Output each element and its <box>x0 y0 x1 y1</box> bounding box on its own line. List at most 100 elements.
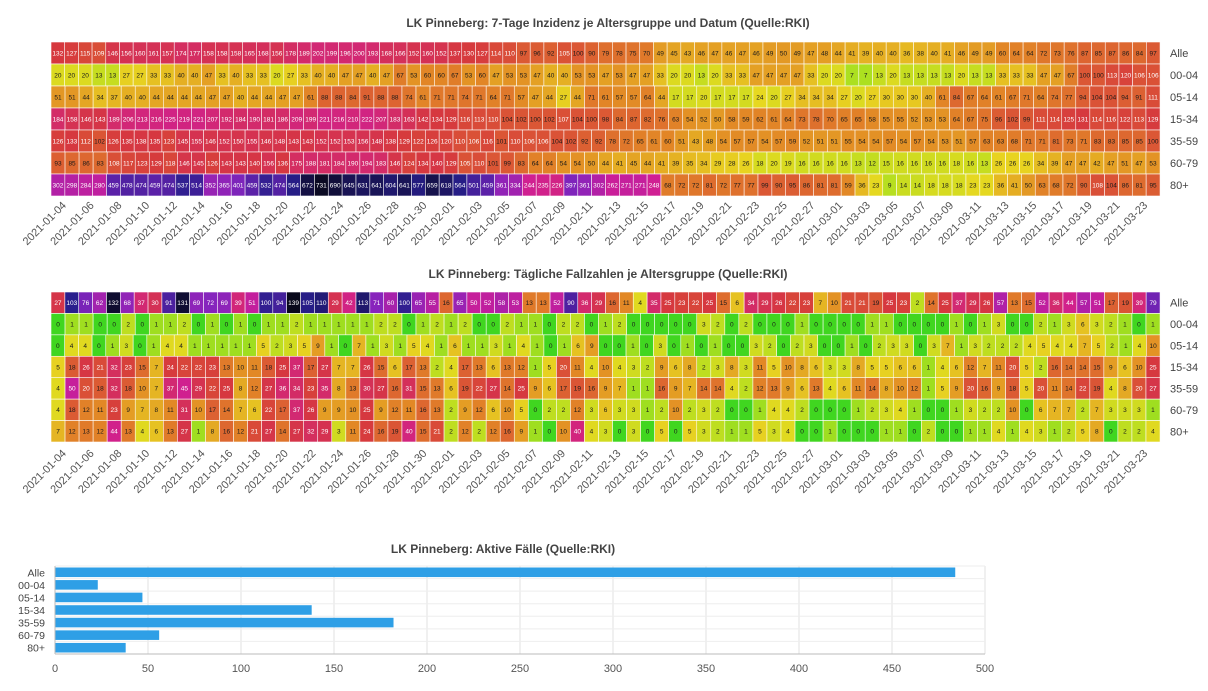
heatmap-cell-value: 114 <box>491 50 502 57</box>
heatmap-cell-value: 2 <box>1014 343 1018 350</box>
heatmap-cell-value: 23 <box>125 364 133 371</box>
heatmap-cell-value: 16 <box>419 407 427 414</box>
heatmap-cell-value: 152 <box>408 50 419 57</box>
heatmap-cell-value: 178 <box>285 50 296 57</box>
heatmap-cell-value: 44 <box>546 94 554 101</box>
heatmap-cell-value: 118 <box>165 160 176 167</box>
heatmap-cell-value: 51 <box>1094 300 1102 307</box>
heatmap-cell-value: 39 <box>1051 160 1059 167</box>
heatmap-cell-value: 2 <box>997 407 1001 414</box>
heatmap-cell-value: 5 <box>758 429 762 436</box>
heatmap-cell-value: 5 <box>1081 429 1085 436</box>
heatmap-cell-value: 0 <box>549 343 553 350</box>
heatmap-cell-value: 4 <box>1069 343 1073 350</box>
heatmap-cell-value: 40 <box>930 50 938 57</box>
heatmap-cell-value: 21 <box>251 429 259 436</box>
heatmap-cell-value: 152 <box>219 138 230 145</box>
heatmap-cell-value: 13 <box>419 364 427 371</box>
heatmap-cell-value: 145 <box>193 160 204 167</box>
heatmap-cell-value: 514 <box>191 182 202 189</box>
heatmap-cell-value: 93 <box>54 160 62 167</box>
heatmap-cell-value: 0 <box>112 321 116 328</box>
heatmap-cell-value: 24 <box>756 94 764 101</box>
heatmap-cell-value: 3 <box>702 321 706 328</box>
heatmap-cell-value: 1 <box>870 321 874 328</box>
heatmap-cell-value: 0 <box>604 343 608 350</box>
heatmap-cell-value: 139 <box>288 300 299 307</box>
heatmap-cell-value: 26 <box>742 160 750 167</box>
heatmap-cell-value: 7 <box>357 343 361 350</box>
heatmap-cell-value: 40 <box>574 429 582 436</box>
heatmap-cell-value: 81 <box>1136 182 1144 189</box>
heatmap-cell-value: 33 <box>301 72 309 79</box>
heatmap-cell-value: 67 <box>451 72 459 79</box>
heatmap-cell-value: 134 <box>432 116 443 123</box>
heatmap-cell-value: 125 <box>1063 116 1074 123</box>
heatmap-cell-value: 7 <box>56 429 60 436</box>
heatmap-cell-value: 401 <box>233 182 244 189</box>
heatmap-cell-value: 77 <box>1065 94 1073 101</box>
heatmap-cell-value: 81 <box>831 182 839 189</box>
heatmap-cell-value: 82 <box>644 116 652 123</box>
heatmap-cell-value: 8 <box>154 407 158 414</box>
heatmap-cell-value: 0 <box>744 407 748 414</box>
heatmap-cell-value: 61 <box>995 94 1003 101</box>
heatmap-cell-value: 0 <box>700 343 704 350</box>
heatmap-cell-value: 23 <box>307 386 315 393</box>
heatmap-cell-value: 35 <box>321 386 329 393</box>
heatmap-cell-value: 53 <box>410 72 418 79</box>
heatmap-cell-value: 8 <box>1123 386 1127 393</box>
heatmap-cell-value: 29 <box>969 300 977 307</box>
heatmap-cell-value: 5 <box>548 364 552 371</box>
heatmap-cell-value: 83 <box>97 160 105 167</box>
heatmap-cell-value: 4 <box>618 364 622 371</box>
heatmap-cell-value: 13 <box>476 364 484 371</box>
heatmap-cell-value: 62 <box>756 116 764 123</box>
heatmap-cell-value: 51 <box>817 138 825 145</box>
heatmap-cell-value: 190 <box>347 160 358 167</box>
heatmap-cell-value: 30 <box>911 94 919 101</box>
heatmap-cell-value: 41 <box>1011 182 1019 189</box>
heatmap-cell-value: 193 <box>367 50 378 57</box>
heatmap-cell-value: 46 <box>725 50 733 57</box>
heatmap-cell-value: 0 <box>814 429 818 436</box>
heatmap-cell-value: 52 <box>803 138 811 145</box>
heatmap-cell-value: 194 <box>361 160 372 167</box>
heatmap-cell-value: 19 <box>391 429 399 436</box>
heatmap-cell-value: 14 <box>504 386 512 393</box>
heatmap-cell-value: 3 <box>932 343 936 350</box>
heatmap-cell-value: 12 <box>82 407 90 414</box>
heatmap-cell-value: 104 <box>552 138 563 145</box>
heatmap-cell-value: 143 <box>288 138 299 145</box>
heatmap-cell-value: 3 <box>905 343 909 350</box>
heatmap-cell-value: 71 <box>447 94 455 101</box>
heatmap-cell-value: 690 <box>330 182 341 189</box>
heatmap-cell-value: 174 <box>176 50 187 57</box>
heatmap-cell-value: 5 <box>660 429 664 436</box>
heatmap-cell-value: 27 <box>136 72 144 79</box>
heatmap-cell-value: 68 <box>124 300 132 307</box>
heatmap-cell-value: 0 <box>927 321 931 328</box>
heatmap-cell-value: 2 <box>688 407 692 414</box>
heatmap-cell-value: 199 <box>326 50 337 57</box>
heatmap-cell-value: 33 <box>807 72 815 79</box>
heatmap-cell-value: 221 <box>319 116 330 123</box>
bar-category-label: 35-59 <box>18 618 45 630</box>
heatmap-cell-value: 9 <box>660 364 664 371</box>
heatmap-cell-value: 1 <box>220 343 224 350</box>
heatmap-cell-value: 58 <box>498 300 506 307</box>
heatmap-cell-value: 501 <box>468 182 479 189</box>
heatmap-cell-value: 7 <box>1053 407 1057 414</box>
heatmap-cell-value: 14 <box>279 429 287 436</box>
heatmap-cell-value: 1 <box>744 429 748 436</box>
heatmap-cell-value: 50 <box>470 300 478 307</box>
heatmap-cell-value: 27 <box>841 94 849 101</box>
bar-tick-label: 50 <box>142 663 154 675</box>
heatmap-cell-value: 44 <box>153 94 161 101</box>
heatmap-cell-value: 19 <box>872 300 880 307</box>
heatmap-cell-value: 110 <box>504 50 515 57</box>
heatmap-cell-value: 4 <box>1028 343 1032 350</box>
heatmap-cell-value: 7 <box>1095 407 1099 414</box>
heatmap-cell-value: 116 <box>1106 116 1117 123</box>
bar-category-label: 60-79 <box>18 630 45 642</box>
